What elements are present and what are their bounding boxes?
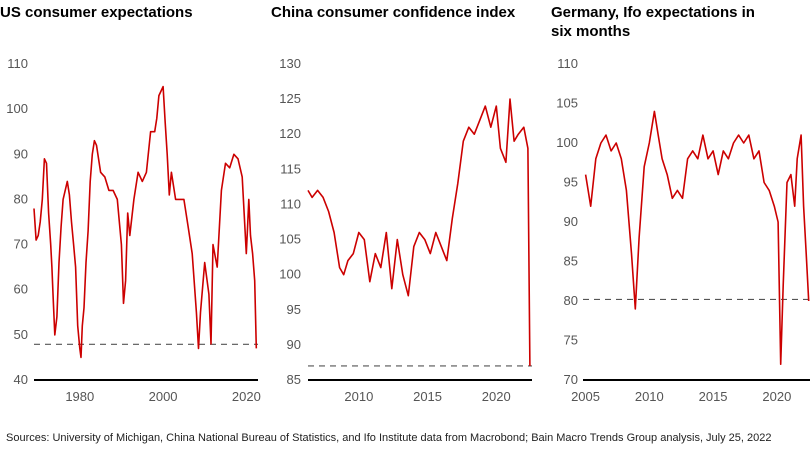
x-tick-label: 2015: [413, 389, 442, 404]
y-tick-label: 100: [279, 267, 301, 282]
x-tick-label: 2020: [232, 389, 261, 404]
y-tick-label: 110: [7, 56, 28, 71]
x-tick-label: 2015: [699, 389, 728, 404]
panel-us-consumer-expectations: US consumer expectations 40 50 60 70 80 90 100 1…: [0, 4, 261, 404]
series-line: [584, 110, 810, 366]
y-tick-label: 70: [564, 372, 578, 387]
y-tick-label: 80: [14, 191, 28, 206]
x-tick-label: 1980: [65, 389, 94, 404]
source-note: Sources: University of Michigan, China N…: [6, 432, 772, 444]
chart-title-line: Germany, Ifo expectations in: [551, 4, 755, 21]
y-tick-label: 125: [279, 91, 301, 106]
chart-title-line: six months: [551, 23, 630, 40]
y-tick-label: 90: [14, 146, 28, 161]
y-tick-label: 95: [287, 302, 301, 317]
x-tick-label: 2000: [149, 389, 178, 404]
y-tick-label: 85: [564, 254, 578, 269]
series-line: [33, 85, 258, 359]
y-tick-label: 90: [564, 214, 578, 229]
x-tick-label: 2010: [344, 389, 373, 404]
chart-title: China consumer confidence index: [271, 4, 516, 21]
x-tick-label: 2020: [762, 389, 791, 404]
y-tick-label: 100: [556, 135, 578, 150]
panel-china-consumer-confidence: China consumer confidence index 85 90 95 100…: [271, 4, 532, 404]
y-tick-label: 40: [14, 372, 28, 387]
y-tick-label: 110: [557, 56, 578, 71]
y-tick-label: 70: [14, 237, 28, 252]
y-tick-label: 80: [564, 293, 578, 308]
x-tick-label: 2020: [482, 389, 511, 404]
chart-title: US consumer expectations: [0, 4, 193, 21]
y-tick-label: 130: [279, 56, 301, 71]
chart-title-line: China consumer confidence index: [271, 4, 516, 21]
y-tick-label: 100: [6, 101, 28, 116]
series-line: [307, 98, 531, 367]
y-tick-label: 105: [279, 232, 301, 247]
y-tick-label: 115: [280, 161, 301, 176]
y-tick-label: 90: [287, 337, 301, 352]
y-tick-label: 60: [14, 282, 28, 297]
panel-germany-ifo-expectations: Germany, Ifo expectations in six months 70…: [551, 4, 810, 404]
y-tick-label: 85: [287, 372, 301, 387]
x-tick-label: 2005: [571, 389, 600, 404]
y-tick-label: 110: [280, 196, 301, 211]
x-tick-label: 2010: [635, 389, 664, 404]
y-tick-label: 50: [14, 327, 28, 342]
y-tick-label: 75: [564, 333, 578, 348]
chart-title-line: US consumer expectations: [0, 4, 193, 21]
y-tick-label: 120: [279, 126, 301, 141]
chart-title: Germany, Ifo expectations in six months: [551, 4, 755, 40]
y-tick-label: 105: [556, 96, 578, 111]
y-tick-label: 95: [564, 175, 578, 190]
